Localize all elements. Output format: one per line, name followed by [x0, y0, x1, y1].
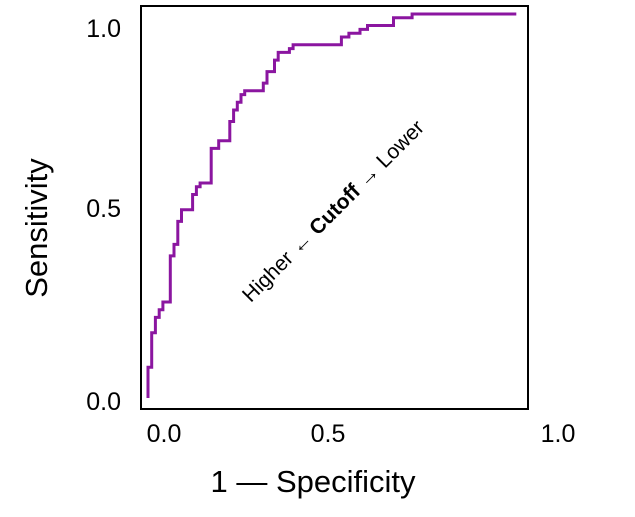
x-tick-label-0-5: 0.5	[311, 420, 346, 448]
x-axis-title: 1 — Specificity	[210, 464, 416, 499]
roc-curve-line	[146, 12, 517, 398]
y-tick-label-0-5: 0.5	[86, 195, 121, 223]
y-tick-label-1: 1.0	[86, 15, 121, 43]
roc-curve-group	[146, 12, 517, 398]
cutoff-annotation: Higher←Cutoff→Lower	[238, 116, 429, 307]
plot-frame	[140, 5, 529, 410]
lower-label: Lower	[372, 116, 429, 173]
left-arrow-icon: ←	[286, 228, 317, 259]
higher-label: Higher	[238, 247, 298, 307]
y-axis-title: Sensitivity	[19, 158, 54, 298]
y-tick-label-0: 0.0	[86, 388, 121, 416]
x-tick-label-1: 1.0	[541, 420, 576, 448]
x-tick-label-0: 0.0	[147, 420, 182, 448]
cutoff-label: Cutoff	[305, 179, 366, 240]
right-arrow-icon: →	[353, 161, 384, 192]
